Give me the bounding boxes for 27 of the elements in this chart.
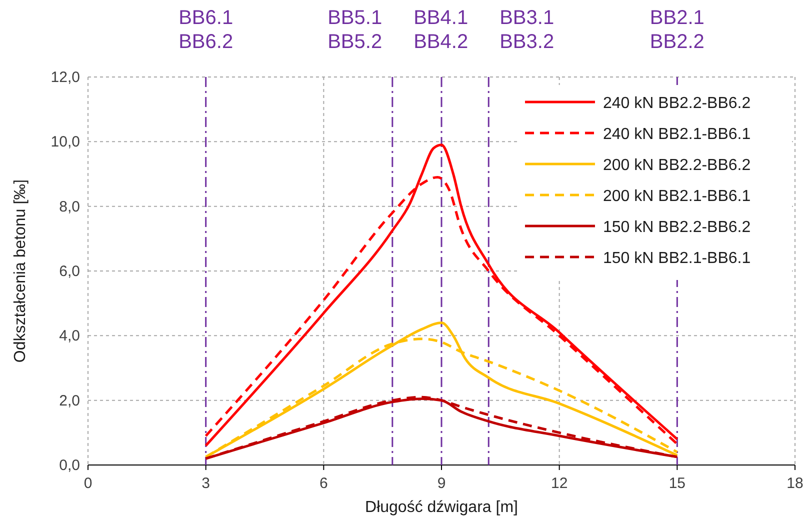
y-tick-label: 8,0 xyxy=(59,198,80,216)
legend-label: 200 kN BB2.2-BB6.2 xyxy=(603,157,751,174)
y-tick-label: 6,0 xyxy=(59,263,80,280)
ref-line-label: BB4.1 BB4.2 xyxy=(414,7,468,53)
y-tick-label: 2,0 xyxy=(59,392,80,410)
y-tick-label: 12,0 xyxy=(50,69,80,86)
legend-label: 150 kN BB2.2-BB6.2 xyxy=(603,219,751,236)
ref-line-label: BB6.1 BB6.2 xyxy=(178,7,234,53)
ref-line-label: BB5.1 BB5.2 xyxy=(328,7,382,53)
x-tick-label: 15 xyxy=(668,475,686,492)
x-tick-label: 9 xyxy=(437,475,446,492)
x-tick-label: 0 xyxy=(84,475,92,492)
legend-label: 240 kN BB2.1-BB6.1 xyxy=(603,126,751,143)
legend-label: 150 kN BB2.1-BB6.1 xyxy=(603,250,751,267)
x-axis-title: Długość dźwigara [m] xyxy=(365,499,518,516)
ref-line-label: BB3.1 BB3.2 xyxy=(500,7,554,53)
y-tick-label: 4,0 xyxy=(59,328,80,345)
y-tick-label: 0,0 xyxy=(59,457,80,474)
x-tick-label: 18 xyxy=(786,475,804,492)
y-axis-title: Odkształcenia betonu [‰] xyxy=(12,179,29,363)
x-tick-label: 12 xyxy=(550,475,568,492)
y-tick-label: 10,0 xyxy=(50,134,80,151)
ref-line-label: BB2.1 BB2.2 xyxy=(650,7,704,53)
x-tick-label: 3 xyxy=(202,475,210,492)
x-tick-label: 6 xyxy=(319,475,328,492)
legend-label: 200 kN BB2.1-BB6.1 xyxy=(603,188,751,205)
legend-label: 240 kN BB2.2-BB6.2 xyxy=(603,95,751,112)
